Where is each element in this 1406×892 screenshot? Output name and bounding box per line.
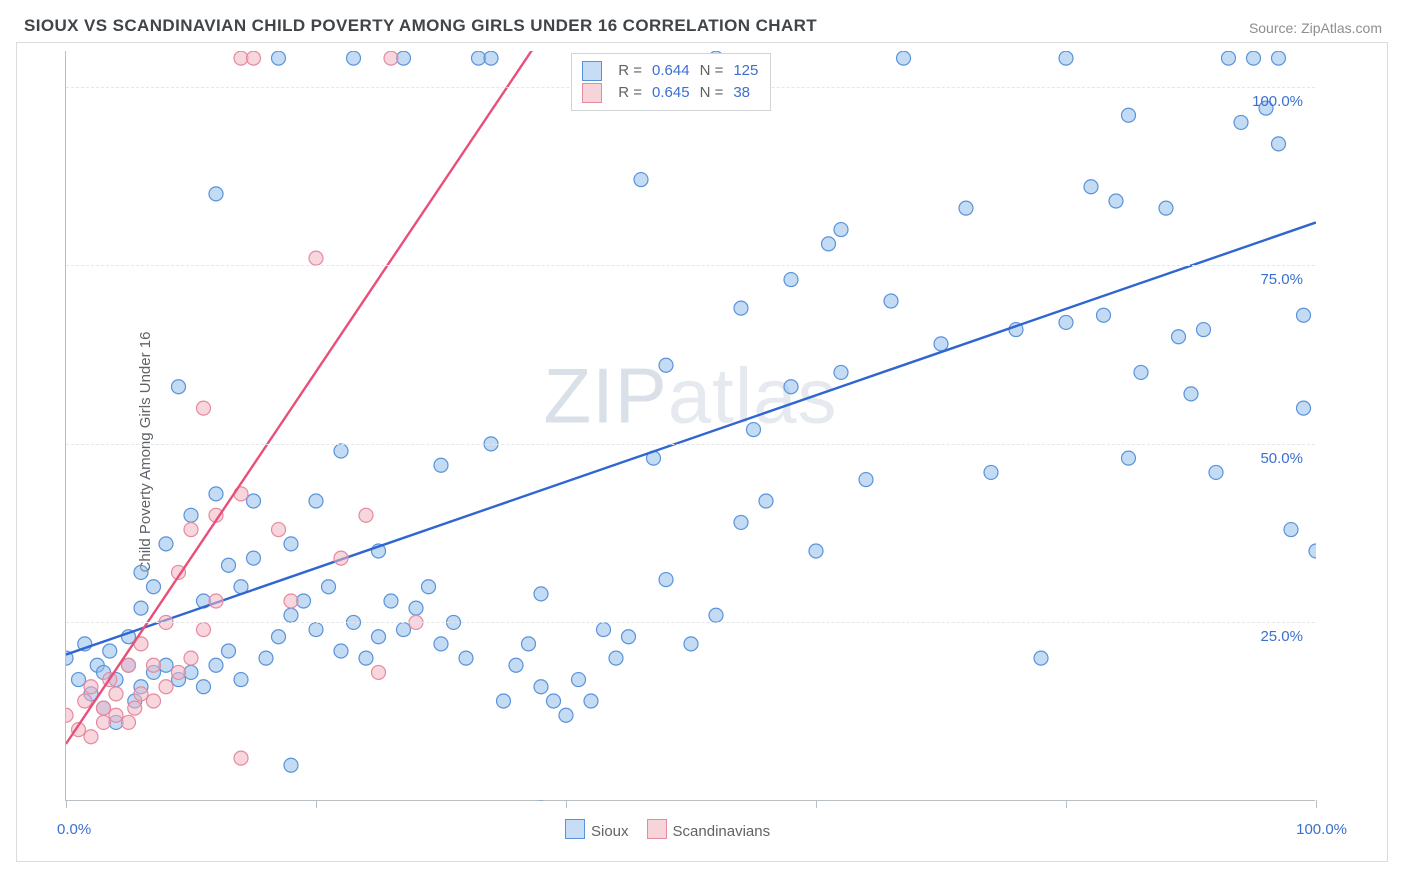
x-tick (566, 800, 567, 808)
legend-swatch-scand (647, 819, 667, 839)
x-tick (66, 800, 67, 808)
source-name: ZipAtlas.com (1301, 20, 1382, 36)
gridline (66, 622, 1315, 623)
stats-row-sioux: R = 0.644 N = 125 (582, 60, 758, 82)
x-tick (1316, 800, 1317, 808)
y-tick-label: 75.0% (1260, 271, 1303, 288)
stats-r-label: R = (618, 60, 642, 82)
chart-title: SIOUX VS SCANDINAVIAN CHILD POVERTY AMON… (24, 16, 817, 36)
stats-r-label: R = (618, 82, 642, 104)
stats-swatch-sioux (582, 61, 602, 81)
legend-label-sioux: Sioux (591, 823, 629, 840)
gridline (66, 444, 1315, 445)
legend-label-scand: Scandinavians (673, 823, 771, 840)
legend-item-scand: Scandinavians (647, 819, 771, 840)
x-tick (316, 800, 317, 808)
legend-item-sioux: Sioux (565, 819, 629, 840)
legend: Sioux Scandinavians (565, 819, 770, 840)
stats-n-label: N = (700, 60, 724, 82)
chart-container: Child Poverty Among Girls Under 16 ZIPat… (16, 42, 1388, 862)
header: SIOUX VS SCANDINAVIAN CHILD POVERTY AMON… (0, 0, 1406, 42)
source-attribution: Source: ZipAtlas.com (1249, 20, 1382, 36)
stats-row-scand: R = 0.645 N = 38 (582, 82, 758, 104)
gridline (66, 265, 1315, 266)
stats-r-value: 0.644 (652, 60, 690, 82)
scatter-svg (66, 51, 1316, 801)
y-tick-label: 100.0% (1252, 93, 1303, 110)
stats-n-value: 38 (733, 82, 750, 104)
source-prefix: Source: (1249, 20, 1301, 36)
stats-n-value: 125 (733, 60, 758, 82)
y-tick-label: 50.0% (1260, 450, 1303, 467)
stats-box: R = 0.644 N = 125 R = 0.645 N = 38 (571, 53, 771, 111)
stats-n-label: N = (700, 82, 724, 104)
y-tick-label: 25.0% (1260, 628, 1303, 645)
x-axis-min-label: 0.0% (57, 821, 91, 838)
stats-swatch-scand (582, 83, 602, 103)
x-tick (1066, 800, 1067, 808)
legend-swatch-sioux (565, 819, 585, 839)
plot-area: ZIPatlas 25.0%50.0%75.0%100.0% (65, 51, 1315, 801)
x-axis-max-label: 100.0% (1296, 821, 1347, 838)
stats-r-value: 0.645 (652, 82, 690, 104)
x-tick (816, 800, 817, 808)
